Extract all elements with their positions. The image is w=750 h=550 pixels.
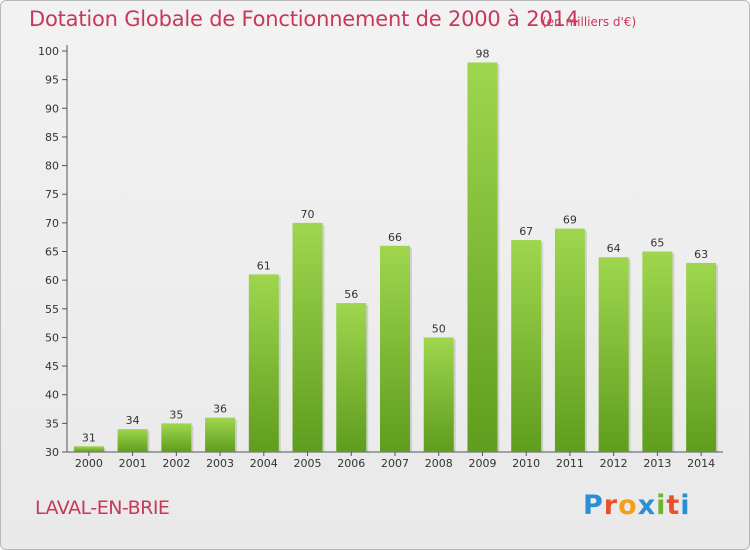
y-tick-label: 40: [45, 389, 59, 402]
x-tick-label: 2008: [425, 457, 453, 470]
bar: [380, 245, 410, 452]
bar: [336, 303, 367, 452]
data-label: 69: [563, 214, 577, 227]
data-label: 98: [475, 47, 489, 60]
bar: [686, 262, 717, 452]
y-tick-label: 70: [45, 217, 59, 230]
x-tick-label: 2003: [206, 457, 234, 470]
y-tick-label: 60: [45, 274, 59, 287]
bar: [248, 274, 279, 452]
bar: [205, 417, 236, 452]
x-tick-label: 2000: [75, 457, 103, 470]
x-tick-label: 2012: [600, 457, 628, 470]
logo-letter: x: [637, 490, 657, 521]
x-tick-label: 2009: [468, 457, 496, 470]
data-label: 36: [213, 403, 227, 416]
y-tick-label: 65: [45, 246, 59, 259]
chart-subtitle: (en milliers d'€): [542, 15, 637, 29]
y-tick-label: 45: [45, 360, 59, 373]
y-tick-label: 100: [38, 45, 59, 58]
y-tick-label: 50: [45, 331, 59, 344]
x-tick-label: 2004: [250, 457, 278, 470]
bar: [554, 228, 585, 452]
logo-letter: i: [680, 490, 691, 521]
y-tick-label: 75: [45, 188, 59, 201]
data-label: 56: [344, 288, 358, 301]
bar: [467, 62, 498, 452]
data-label: 35: [169, 408, 183, 421]
bar: [73, 446, 104, 452]
x-tick-label: 2005: [294, 457, 322, 470]
y-tick-label: 90: [45, 102, 59, 115]
logo-letter: t: [666, 490, 681, 521]
y-tick-label: 85: [45, 131, 59, 144]
bar: [161, 423, 192, 452]
place-name: LAVAL-EN-BRIE: [35, 497, 170, 519]
chart-title: Dotation Globale de Fonctionnement de 20…: [29, 7, 579, 31]
logo-letter: P: [583, 490, 604, 521]
x-tick-label: 2001: [119, 457, 147, 470]
x-tick-label: 2002: [162, 457, 190, 470]
bar: [423, 337, 454, 452]
data-label: 50: [432, 322, 446, 335]
y-tick-label: 35: [45, 417, 59, 430]
x-tick-label: 2010: [512, 457, 540, 470]
logo-letter: r: [603, 490, 619, 521]
bars: [73, 62, 719, 452]
y-tick-label: 80: [45, 160, 59, 173]
x-tick-label: 2014: [687, 457, 715, 470]
bar: [292, 222, 323, 452]
axes: 30 35 40 45 50 55 60 65 70 75 80 85 90 95 100: [38, 45, 723, 459]
bar: [598, 257, 629, 452]
data-label: 61: [257, 259, 271, 272]
bar: [511, 240, 542, 452]
logo-letter: i: [656, 490, 667, 521]
x-tick-label: 2007: [381, 457, 409, 470]
data-label: 64: [607, 242, 621, 255]
x-tick-label: 2011: [556, 457, 584, 470]
bar: [117, 429, 148, 452]
y-tick-label: 95: [45, 74, 59, 87]
data-label: 66: [388, 231, 402, 244]
data-label: 67: [519, 225, 533, 238]
y-tick-label: 55: [45, 303, 59, 316]
logo-letter: o: [618, 490, 638, 521]
bar: [642, 251, 673, 452]
data-label: 70: [301, 208, 315, 221]
proxiti-logo[interactable]: Proxiti: [583, 490, 691, 521]
x-tick-label: 2006: [337, 457, 365, 470]
x-tick-label: 2013: [643, 457, 671, 470]
labels: 2000 31 2001 34 2002 35 2003 36 2004 61 2005 70 2006…: [75, 47, 715, 470]
data-label: 34: [126, 414, 140, 427]
data-label: 31: [82, 431, 96, 444]
y-tick-label: 30: [45, 446, 59, 459]
data-label: 65: [650, 237, 664, 250]
data-label: 63: [694, 248, 708, 261]
